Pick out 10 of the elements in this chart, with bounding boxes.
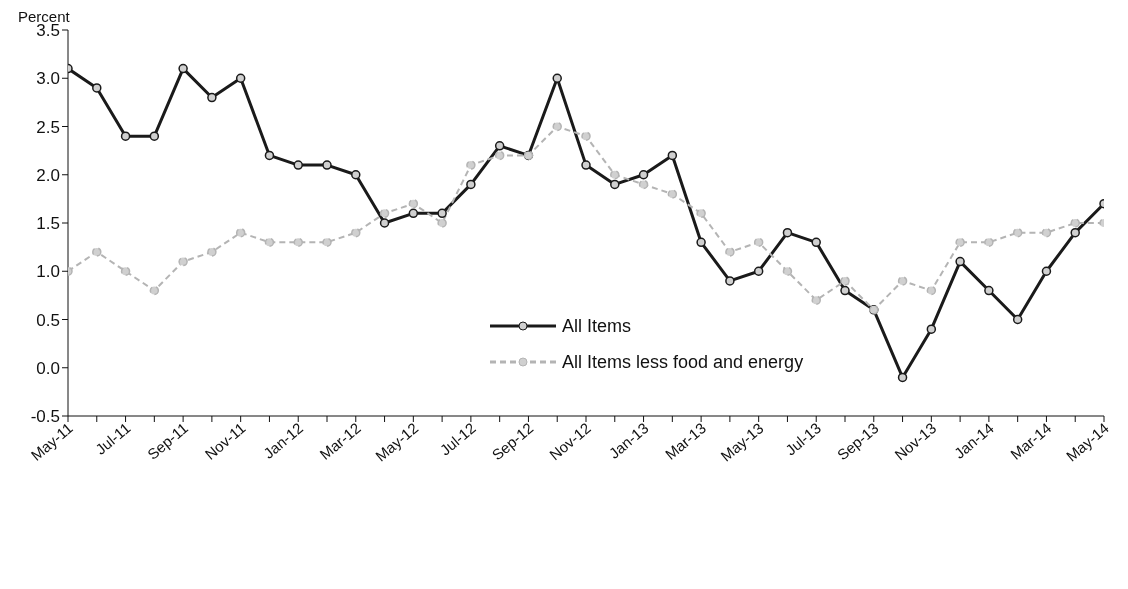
y-tick-label: -0.5 [30, 407, 60, 427]
y-tick-label: 0.5 [36, 310, 60, 330]
legend-label: All Items less food and energy [562, 351, 804, 373]
y-tick-label: 2.0 [36, 165, 60, 185]
y-tick-label: 2.5 [36, 117, 60, 137]
y-tick-label: 0.0 [36, 358, 60, 378]
y-tick-label: 3.0 [36, 69, 60, 89]
y-tick-label: 1.0 [36, 262, 60, 282]
legend-label: All Items [562, 315, 632, 337]
y-tick-label: 1.5 [36, 214, 60, 234]
